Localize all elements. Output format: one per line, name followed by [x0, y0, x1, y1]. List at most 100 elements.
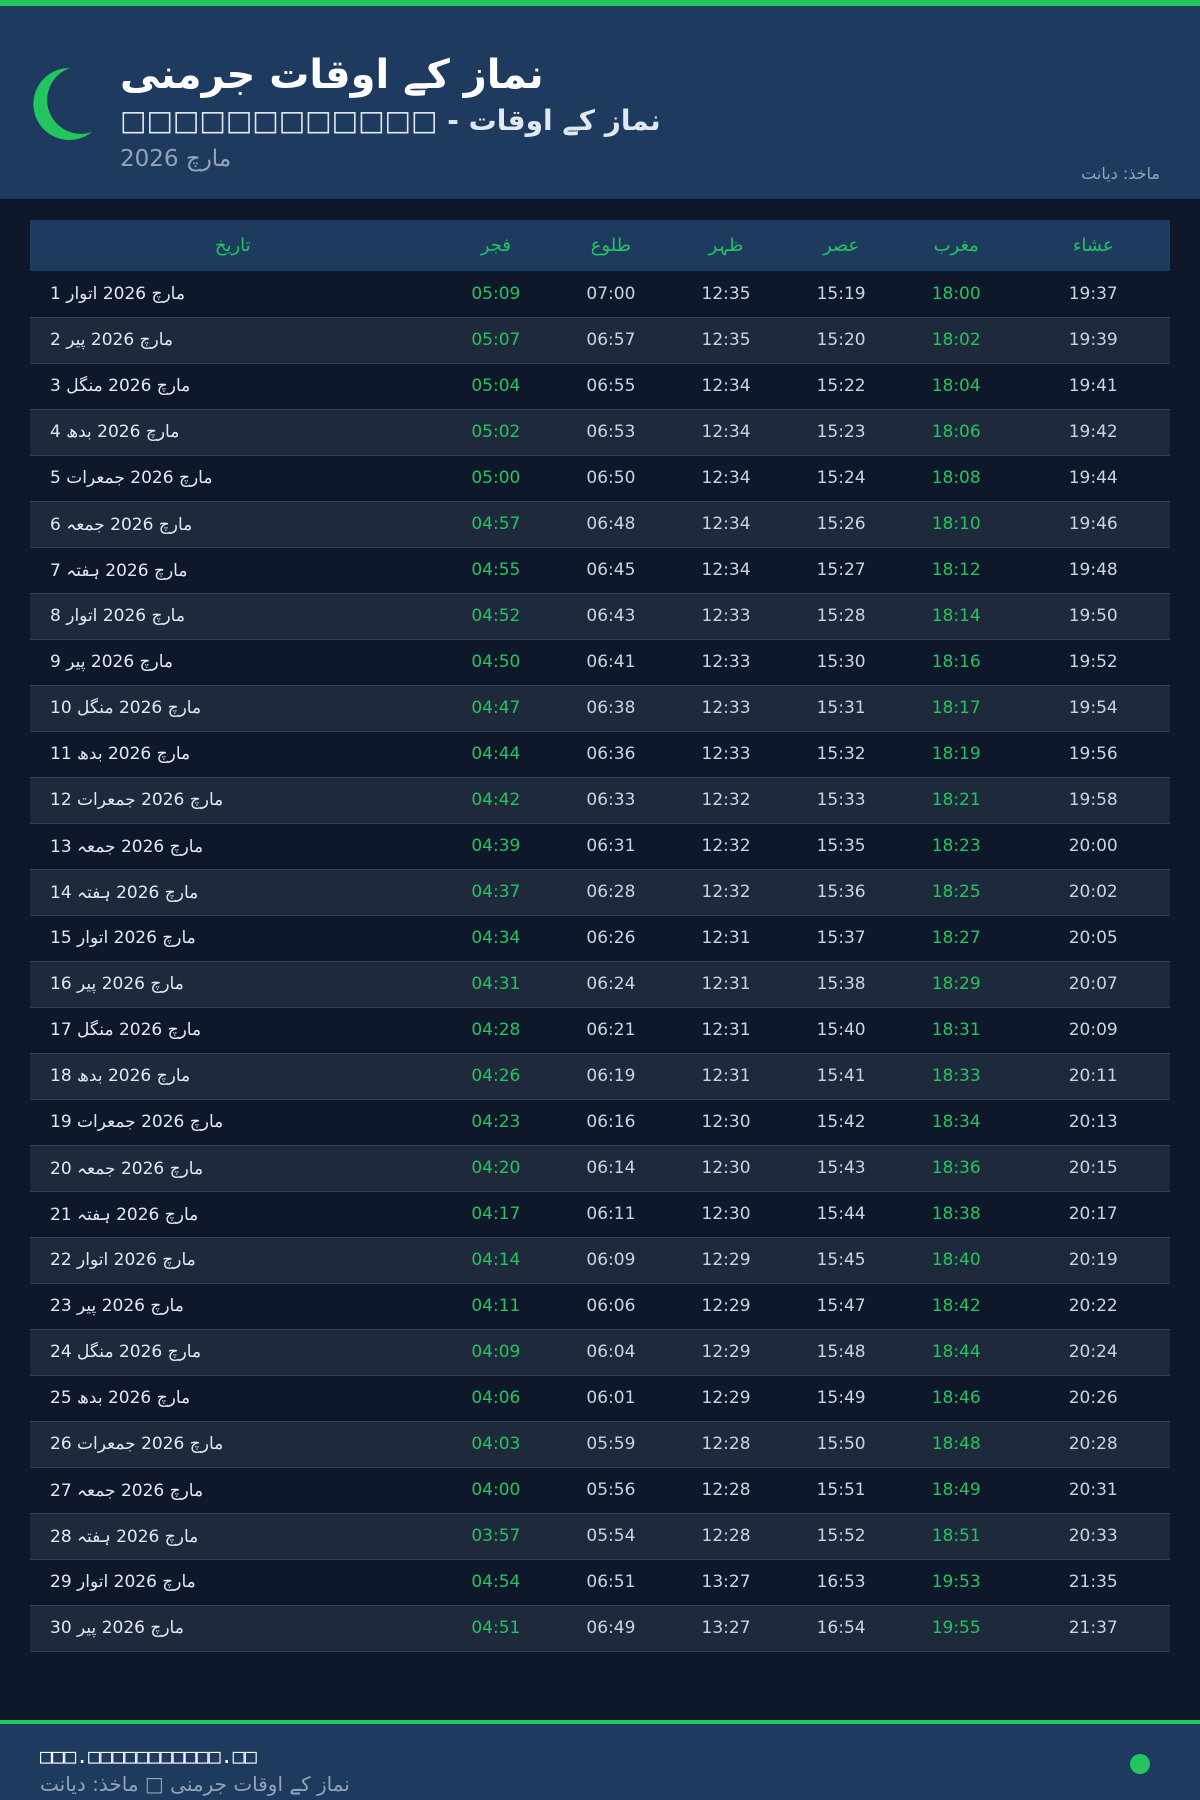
cell-maghrib: 18:12 [895, 547, 1017, 594]
cell-sunrise: 06:43 [556, 593, 666, 640]
cell-isha: 19:44 [1016, 455, 1170, 502]
cell-asr: 15:19 [786, 271, 896, 318]
cell-asr: 15:40 [786, 1007, 896, 1054]
cell-maghrib: 18:33 [895, 1053, 1017, 1100]
cell-fajr: 04:31 [435, 961, 557, 1008]
cell-dhuhr: 12:28 [665, 1467, 787, 1514]
cell-dhuhr: 12:28 [665, 1421, 787, 1468]
footer-text: نماز کے اوقات جرمنی □ ماخذ: دیانت [40, 1772, 350, 1796]
prayer-times-table: تاریخ فجر طلوع ظہر عصر مغرب عشاء 1 مارچ 2026 ا… [30, 220, 1170, 1652]
cell-dhuhr: 12:29 [665, 1329, 787, 1376]
cell-sunrise: 06:06 [556, 1283, 666, 1330]
table-row: 26 مارچ 2026 جمعرات 04:03 05:59 12:28 15:50 1… [30, 1421, 1170, 1468]
page-footer: □□□.□□□□□□□□□□□.□□ نماز کے اوقات جرمنی □… [0, 1720, 1200, 1800]
cell-date: 5 مارچ 2026 جمعرات [30, 455, 436, 502]
cell-sunrise: 06:04 [556, 1329, 666, 1376]
table-row: 12 مارچ 2026 جمعرات 04:42 06:33 12:32 15:33 1… [30, 777, 1170, 824]
cell-dhuhr: 12:34 [665, 547, 787, 594]
cell-isha: 19:42 [1016, 409, 1170, 456]
cell-fajr: 05:00 [435, 455, 557, 502]
cell-maghrib: 18:40 [895, 1237, 1017, 1284]
cell-fajr: 04:20 [435, 1145, 557, 1192]
column-header-sunrise: طلوع [556, 220, 666, 271]
cell-maghrib: 18:23 [895, 823, 1017, 870]
cell-sunrise: 07:00 [556, 271, 666, 318]
cell-asr: 15:24 [786, 455, 896, 502]
cell-sunrise: 06:48 [556, 501, 666, 548]
table-row: 16 مارچ 2026 پیر 04:31 06:24 12:31 15:38 18:2… [30, 961, 1170, 1008]
cell-date: 7 مارچ 2026 ہفتہ [30, 547, 436, 594]
cell-date: 4 مارچ 2026 بدھ [30, 409, 436, 456]
cell-asr: 15:35 [786, 823, 896, 870]
cell-maghrib: 18:46 [895, 1375, 1017, 1422]
cell-isha: 19:50 [1016, 593, 1170, 640]
cell-asr: 15:50 [786, 1421, 896, 1468]
footer-url[interactable]: □□□.□□□□□□□□□□□.□□ [40, 1744, 257, 1768]
table-row: 22 مارچ 2026 اتوار 04:14 06:09 12:29 15:45 18… [30, 1237, 1170, 1284]
cell-isha: 19:52 [1016, 639, 1170, 686]
cell-sunrise: 06:51 [556, 1559, 666, 1606]
cell-sunrise: 06:38 [556, 685, 666, 732]
table-row: 5 مارچ 2026 جمعرات 05:00 06:50 12:34 15:24 18… [30, 455, 1170, 502]
cell-sunrise: 06:57 [556, 317, 666, 364]
cell-dhuhr: 12:32 [665, 777, 787, 824]
table-row: 2 مارچ 2026 پیر 05:07 06:57 12:35 15:20 18:02… [30, 317, 1170, 364]
cell-fajr: 04:11 [435, 1283, 557, 1330]
table-row: 15 مارچ 2026 اتوار 04:34 06:26 12:31 15:37 18… [30, 915, 1170, 962]
cell-maghrib: 19:55 [895, 1605, 1017, 1652]
cell-date: 16 مارچ 2026 پیر [30, 961, 436, 1008]
cell-date: 29 مارچ 2026 اتوار [30, 1559, 436, 1606]
cell-sunrise: 06:26 [556, 915, 666, 962]
cell-sunrise: 06:01 [556, 1375, 666, 1422]
cell-date: 11 مارچ 2026 بدھ [30, 731, 436, 778]
cell-asr: 15:30 [786, 639, 896, 686]
cell-date: 19 مارچ 2026 جمعرات [30, 1099, 436, 1146]
cell-isha: 20:22 [1016, 1283, 1170, 1330]
table-row: 3 مارچ 2026 منگل 05:04 06:55 12:34 15:22 18:0… [30, 363, 1170, 410]
cell-fajr: 04:51 [435, 1605, 557, 1652]
cell-dhuhr: 12:33 [665, 593, 787, 640]
column-header-dhuhr: ظہر [665, 220, 787, 271]
crescent-moon-icon [33, 67, 92, 140]
cell-fajr: 04:06 [435, 1375, 557, 1422]
cell-sunrise: 06:55 [556, 363, 666, 410]
cell-isha: 19:37 [1016, 271, 1170, 318]
table-row: 4 مارچ 2026 بدھ 05:02 06:53 12:34 15:23 18:06… [30, 409, 1170, 456]
cell-date: 10 مارچ 2026 منگل [30, 685, 436, 732]
cell-sunrise: 06:41 [556, 639, 666, 686]
cell-isha: 19:41 [1016, 363, 1170, 410]
cell-asr: 15:33 [786, 777, 896, 824]
top-accent-bar [0, 0, 1200, 6]
cell-dhuhr: 13:27 [665, 1605, 787, 1652]
cell-fajr: 04:37 [435, 869, 557, 916]
cell-isha: 20:13 [1016, 1099, 1170, 1146]
cell-maghrib: 18:36 [895, 1145, 1017, 1192]
cell-fajr: 04:03 [435, 1421, 557, 1468]
cell-isha: 20:19 [1016, 1237, 1170, 1284]
cell-fajr: 04:42 [435, 777, 557, 824]
cell-fajr: 04:54 [435, 1559, 557, 1606]
cell-maghrib: 18:42 [895, 1283, 1017, 1330]
cell-isha: 20:15 [1016, 1145, 1170, 1192]
cell-fajr: 04:44 [435, 731, 557, 778]
cell-asr: 16:54 [786, 1605, 896, 1652]
column-header-fajr: فجر [435, 220, 557, 271]
cell-maghrib: 18:17 [895, 685, 1017, 732]
cell-isha: 20:05 [1016, 915, 1170, 962]
cell-fajr: 04:52 [435, 593, 557, 640]
cell-fajr: 04:55 [435, 547, 557, 594]
cell-asr: 15:49 [786, 1375, 896, 1422]
table-row: 25 مارچ 2026 بدھ 04:06 06:01 12:29 15:49 18:4… [30, 1375, 1170, 1422]
cell-asr: 15:26 [786, 501, 896, 548]
cell-fajr: 04:14 [435, 1237, 557, 1284]
cell-date: 13 مارچ 2026 جمعہ [30, 823, 436, 870]
cell-maghrib: 18:16 [895, 639, 1017, 686]
cell-sunrise: 06:16 [556, 1099, 666, 1146]
cell-date: 15 مارچ 2026 اتوار [30, 915, 436, 962]
cell-isha: 19:46 [1016, 501, 1170, 548]
table-row: 21 مارچ 2026 ہفتہ 04:17 06:11 12:30 15:44 18:… [30, 1191, 1170, 1238]
cell-asr: 15:48 [786, 1329, 896, 1376]
cell-fajr: 04:28 [435, 1007, 557, 1054]
cell-dhuhr: 12:29 [665, 1375, 787, 1422]
cell-asr: 15:41 [786, 1053, 896, 1100]
